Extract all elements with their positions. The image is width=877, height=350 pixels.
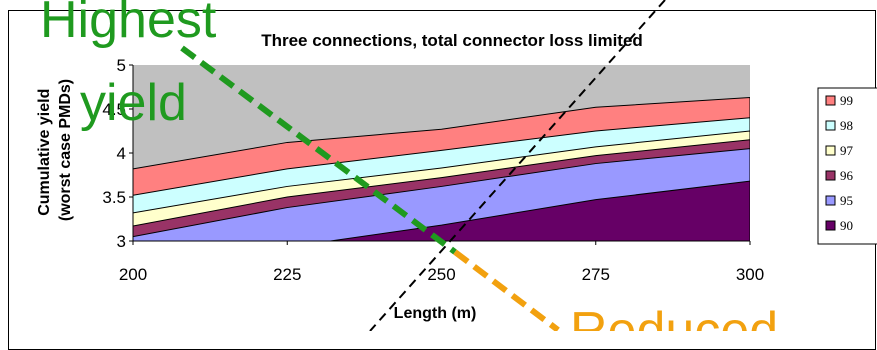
legend-label-99: 99 <box>840 93 853 108</box>
reduced-arrow-line <box>453 249 560 331</box>
legend-label-95: 95 <box>840 193 853 208</box>
y-axis-title-line-1: Cumulative yield <box>36 89 53 216</box>
legend: 99 98 97 96 95 90 <box>817 87 877 245</box>
annotation-highest-line-2: yield <box>80 74 187 132</box>
legend-box <box>817 87 877 245</box>
y-tick-label: 4.5 <box>102 100 126 119</box>
y-tick-labels: 3 3.5 4 4.5 5 <box>102 56 126 251</box>
y-tick-label: 5 <box>117 56 126 75</box>
legend-swatch-99 <box>825 95 836 106</box>
annotation-highest-line-1: Highest <box>40 0 217 49</box>
legend-label-98: 98 <box>840 118 853 133</box>
legend-label-96: 96 <box>840 168 854 183</box>
legend-swatch-95 <box>825 195 836 206</box>
y-tick-label: 3 <box>117 232 126 251</box>
x-tick-label: 200 <box>119 265 147 284</box>
x-tick-labels: 200 225 250 275 300 <box>119 265 764 284</box>
chart-title: Three connections, total connector loss … <box>261 31 643 50</box>
area-series-90 <box>326 180 750 241</box>
x-tick-label: 275 <box>582 265 610 284</box>
legend-swatch-90 <box>825 220 836 231</box>
area-series <box>133 97 750 241</box>
highest-yield-arrow-line <box>180 45 457 255</box>
legend-label-90: 90 <box>840 218 853 233</box>
x-tick-label: 300 <box>736 265 764 284</box>
legend-label-97: 97 <box>840 143 854 158</box>
annotation-reduced: Reduced <box>570 302 778 331</box>
legend-swatch-96 <box>825 170 836 181</box>
x-axis-title: Length (m) <box>394 305 477 322</box>
y-tick-label: 4 <box>117 144 126 163</box>
x-tick-label: 250 <box>427 265 455 284</box>
y-axis-title-line-2: (worst case PMDs) <box>57 79 74 221</box>
chart: 3 3.5 4 4.5 5 200 225 250 275 300 Length (m) Cum… <box>36 0 877 331</box>
y-tick-label: 3.5 <box>102 188 126 207</box>
x-tick-label: 225 <box>273 265 301 284</box>
legend-swatch-98 <box>825 120 836 131</box>
y-axis-title: Cumulative yield (worst case PMDs) <box>36 79 74 221</box>
legend-swatch-97 <box>825 145 836 156</box>
